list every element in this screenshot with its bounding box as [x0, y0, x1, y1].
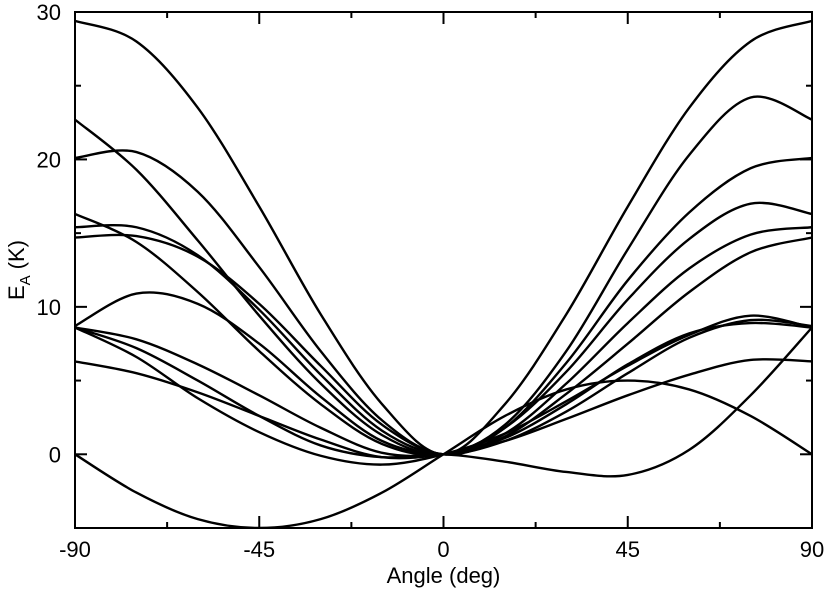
y-axis-title-main: E	[4, 285, 29, 300]
y-axis-title-subscript: A	[17, 275, 34, 285]
ticks-layer	[74, 11, 813, 529]
series-layer	[75, 19, 812, 528]
y-tick-label: 0	[49, 442, 61, 467]
tick-labels-layer: -90 -45 0 45 90 0 10 20 30	[37, 0, 825, 562]
series-line-5	[75, 223, 812, 456]
y-tick-label: 10	[37, 295, 61, 320]
series-line-6	[75, 233, 812, 456]
series-line-3	[75, 149, 812, 456]
y-axis-title-unit: (K)	[4, 240, 29, 269]
x-axis-title: Angle (deg)	[387, 563, 501, 588]
y-tick-label: 20	[37, 147, 61, 172]
plot-frame	[74, 11, 813, 529]
y-axis-title: EA (K)	[4, 240, 34, 300]
x-tick-label: 90	[800, 537, 824, 562]
x-tick-label: 45	[616, 537, 640, 562]
x-tick-label: -90	[59, 537, 91, 562]
series-line-12	[75, 326, 812, 478]
series-line-2	[75, 95, 812, 456]
x-tick-label: -45	[243, 537, 275, 562]
y-tick-label: 30	[37, 0, 61, 25]
x-tick-label: 0	[437, 537, 449, 562]
